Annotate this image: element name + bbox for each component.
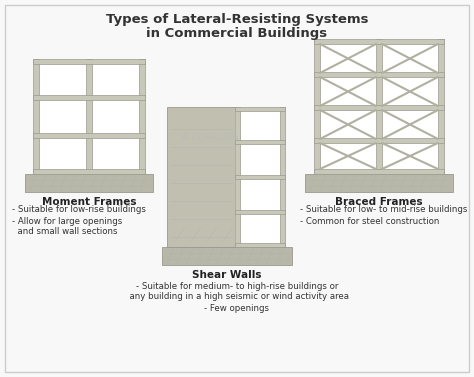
Bar <box>314 39 444 44</box>
Bar <box>33 59 145 174</box>
Bar <box>167 107 235 247</box>
Bar <box>314 138 444 143</box>
Bar <box>162 247 292 265</box>
Bar <box>235 107 285 111</box>
Bar <box>314 39 320 174</box>
Bar <box>235 210 285 214</box>
Text: - Suitable for low- to mid-rise buildings: - Suitable for low- to mid-rise building… <box>300 205 467 214</box>
Bar <box>33 133 145 138</box>
Bar <box>314 169 444 174</box>
Bar <box>376 39 382 174</box>
Text: Shear Walls: Shear Walls <box>192 270 262 280</box>
Bar <box>235 175 285 179</box>
Bar <box>25 174 153 192</box>
Bar <box>235 107 240 247</box>
Text: - Allow for large openings
  and small wall sections: - Allow for large openings and small wal… <box>12 217 122 236</box>
Bar <box>86 59 92 174</box>
Text: - Few openings: - Few openings <box>204 304 270 313</box>
Text: Types of Lateral-Resisting Systems: Types of Lateral-Resisting Systems <box>106 14 368 26</box>
Bar <box>305 174 453 192</box>
Bar <box>33 169 145 174</box>
Bar <box>314 105 444 110</box>
Bar <box>235 140 285 144</box>
Bar <box>33 59 145 64</box>
Text: © CCPIA.ORG: © CCPIA.ORG <box>181 132 239 141</box>
Bar <box>438 39 444 174</box>
Bar <box>314 72 444 77</box>
Bar <box>139 59 145 174</box>
Text: - Suitable for medium- to high-rise buildings or
  any building in a high seismi: - Suitable for medium- to high-rise buil… <box>125 282 349 301</box>
Text: - Common for steel construction: - Common for steel construction <box>300 217 439 226</box>
Bar <box>33 59 39 174</box>
Text: Braced Frames: Braced Frames <box>335 197 423 207</box>
Bar <box>33 95 145 100</box>
Bar <box>235 243 285 247</box>
Bar <box>280 107 285 247</box>
Text: - Suitable for low-rise buildings: - Suitable for low-rise buildings <box>12 205 146 214</box>
Text: Moment Frames: Moment Frames <box>42 197 136 207</box>
Bar <box>235 107 285 247</box>
Text: in Commercial Buildings: in Commercial Buildings <box>146 26 328 40</box>
Bar <box>314 39 444 174</box>
